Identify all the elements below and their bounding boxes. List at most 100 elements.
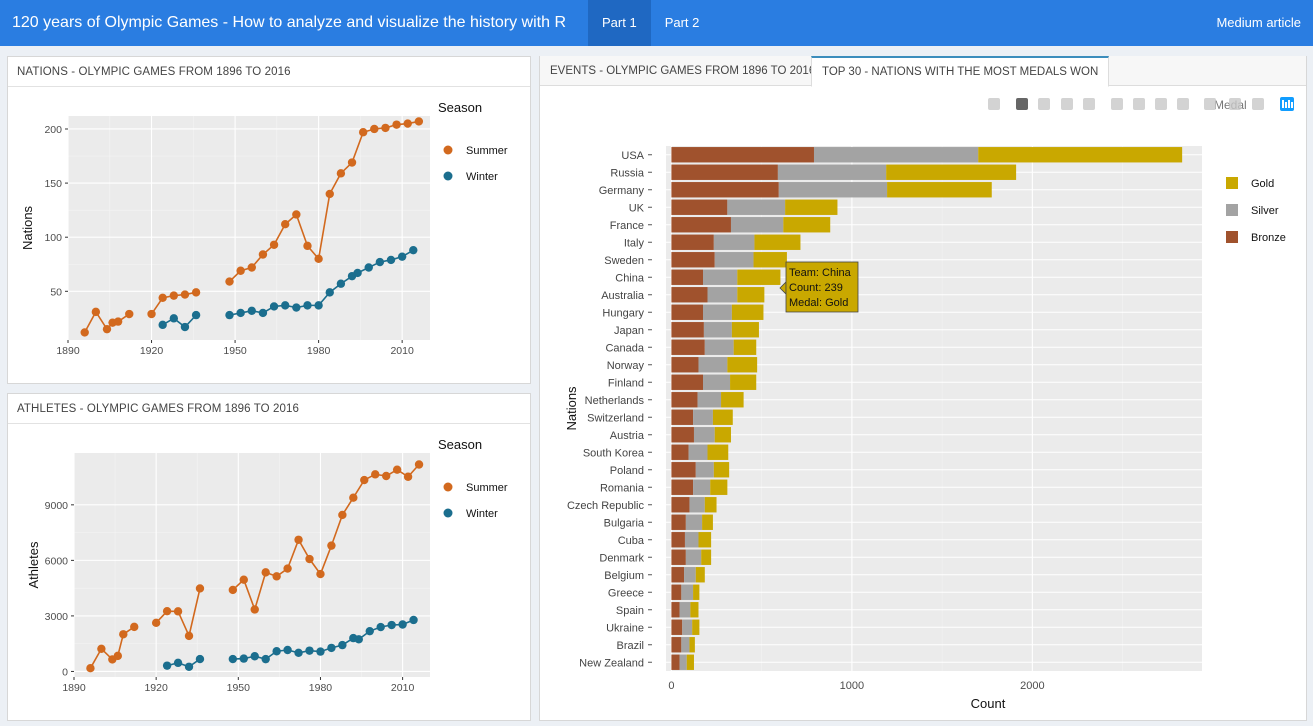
data-point-winter [236, 308, 245, 318]
zoom-out-icon[interactable] [1133, 98, 1145, 110]
bar-gold [690, 602, 699, 618]
legend-key-silver [1226, 204, 1238, 216]
category-label: Finland [608, 377, 644, 389]
data-point-summer [392, 120, 401, 129]
bar-silver [713, 234, 755, 250]
bar-gold [713, 462, 730, 478]
closest-hover-icon[interactable] [1252, 98, 1264, 110]
legend-label-summer: Summer [466, 482, 508, 494]
x-tick-label: 2000 [1020, 680, 1044, 692]
nations-panel: NATIONS - OLYMPIC GAMES FROM 1896 TO 201… [7, 56, 531, 384]
data-point-winter [184, 662, 194, 671]
data-point-summer [195, 584, 205, 593]
bar-silver [693, 427, 715, 443]
bar-bronze [671, 322, 704, 338]
legend-key-gold [1226, 177, 1238, 189]
tooltip-line: Medal: Gold [789, 297, 848, 309]
tab-part-2[interactable]: Part 2 [664, 15, 700, 30]
data-point-winter [303, 301, 312, 310]
category-label: Germany [599, 185, 645, 197]
x-axis-label: Count [971, 696, 1006, 711]
data-point-summer [281, 220, 290, 229]
spike-lines-icon[interactable] [1204, 98, 1216, 110]
bar-gold [721, 392, 744, 408]
legend-label-winter: Winter [466, 508, 498, 520]
bar-silver [704, 339, 734, 355]
data-point-summer [169, 291, 179, 300]
data-point-winter [365, 626, 374, 636]
bar-bronze [671, 374, 703, 390]
x-tick-label: 1980 [307, 345, 331, 357]
data-point-winter [338, 640, 347, 650]
data-point-summer [403, 119, 412, 128]
data-point-summer [303, 241, 312, 251]
bar-silver [681, 637, 690, 653]
athletes-panel: ATHLETES - OLYMPIC GAMES FROM 1896 TO 20… [7, 393, 531, 721]
bar-bronze [671, 287, 708, 303]
bar-gold [692, 619, 700, 635]
bar-bronze [671, 584, 682, 600]
bar-gold [785, 199, 838, 215]
plot-background [74, 453, 430, 677]
plot-background [666, 146, 1202, 671]
legend-key-summer [443, 482, 453, 492]
plotly-logo-icon[interactable] [1280, 97, 1294, 111]
bar-gold [714, 427, 731, 443]
data-point-winter [398, 620, 407, 629]
box-select-icon[interactable] [1061, 98, 1073, 110]
data-point-winter [247, 306, 256, 315]
reset-axes-icon[interactable] [1177, 98, 1189, 110]
autoscale-icon[interactable] [1155, 98, 1167, 110]
tab-events[interactable]: EVENTS - OLYMPIC GAMES FROM 1896 TO 2016 [550, 65, 816, 77]
bar-bronze [671, 234, 714, 250]
data-point-winter [225, 310, 234, 320]
tab-part-1[interactable]: Part 1 [588, 0, 651, 46]
camera-icon[interactable] [988, 98, 1000, 110]
x-tick-label: 1950 [223, 345, 247, 357]
medium-article-link[interactable]: Medium article [1216, 15, 1301, 30]
compare-hover-icon[interactable] [1229, 98, 1241, 110]
bar-silver [702, 374, 731, 390]
bar-bronze [671, 479, 694, 495]
data-point-winter [336, 279, 346, 288]
data-point-summer [370, 124, 379, 134]
data-point-summer [91, 307, 101, 317]
y-tick-label: 0 [62, 666, 68, 678]
tab-top30[interactable]: TOP 30 - NATIONS WITH THE MOST MEDALS WO… [811, 56, 1110, 87]
bar-gold [695, 567, 705, 583]
bar-bronze [671, 217, 731, 233]
athletes-chart: 1890 1920 1950 1980 2010 0 3000 6000 9000 Athlete… [26, 437, 508, 694]
category-label: China [615, 272, 645, 284]
athletes-panel-title: ATHLETES - OLYMPIC GAMES FROM 1896 TO 20… [8, 394, 530, 424]
data-point-summer [247, 263, 256, 272]
x-tick-label: 1950 [227, 682, 251, 694]
bar-gold [698, 532, 712, 548]
bar-bronze [671, 602, 680, 618]
category-label: UK [629, 202, 645, 214]
nations-chart: 1890 1920 1950 1980 2010 50 100 150 200 Nations Se… [20, 100, 508, 357]
bar-silver [714, 252, 754, 268]
y-tick-label: 3000 [45, 611, 69, 623]
category-label: Brazil [616, 640, 644, 652]
lasso-icon[interactable] [1083, 98, 1095, 110]
bar-bronze [671, 147, 814, 163]
category-label: Sweden [604, 255, 644, 267]
data-point-winter [228, 654, 238, 664]
data-point-winter [269, 302, 279, 311]
bar-gold [754, 234, 801, 250]
data-point-winter [409, 615, 418, 625]
data-point-summer [327, 541, 336, 550]
zoom-in-icon[interactable] [1111, 98, 1123, 110]
zoom-icon[interactable] [1016, 98, 1028, 110]
bar-gold [704, 497, 717, 513]
y-axis-label: Nations [20, 205, 35, 250]
data-point-summer [113, 317, 123, 326]
bar-silver [777, 164, 887, 180]
pan-icon[interactable] [1038, 98, 1050, 110]
data-point-summer [228, 585, 238, 595]
app-title[interactable]: 120 years of Olympic Games - How to anal… [12, 14, 567, 31]
series-line-winter [166, 658, 201, 668]
bar-bronze [671, 252, 715, 268]
bar-gold [701, 549, 712, 565]
data-point-winter [283, 645, 292, 655]
